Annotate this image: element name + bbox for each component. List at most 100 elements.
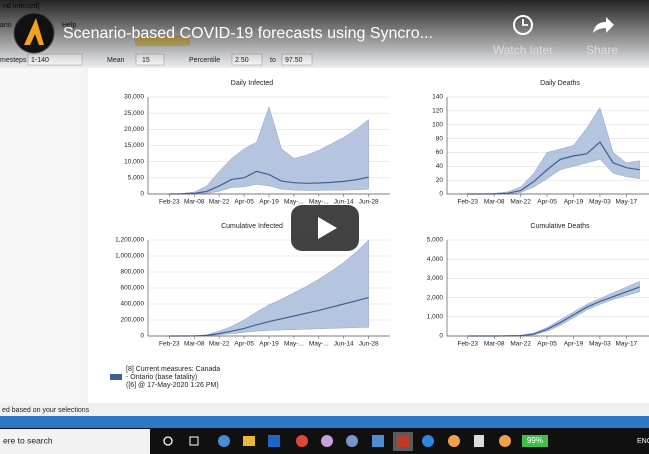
app-icon[interactable]	[397, 435, 409, 447]
video-overlay	[0, 0, 649, 68]
legend-text: - Ontario (base fatality)	[126, 374, 197, 381]
x-tick-label: May-17	[616, 341, 638, 348]
x-tick-label: Feb-23	[159, 341, 180, 348]
y-tick-label: 4,000	[427, 256, 444, 263]
axes	[147, 97, 390, 195]
legend-text: ([6] @ 17-May-2020 1:26 PM)	[126, 382, 219, 389]
cortana-icon[interactable]	[163, 436, 173, 446]
x-tick-label: Feb-23	[457, 199, 478, 206]
language[interactable]: ENG	[637, 438, 649, 445]
video-title[interactable]: Scenario-based COVID-19 forecasts using …	[63, 25, 433, 42]
x-tick-label: May-...	[284, 199, 304, 206]
y-tick-label: 200,000	[121, 317, 145, 324]
x-tick-label: Apr-19	[259, 341, 279, 348]
blue-strip	[0, 416, 649, 428]
x-tick-label: Apr-05	[234, 341, 254, 348]
y-tick-label: 60	[436, 149, 444, 156]
x-tick-label: Mar-22	[510, 341, 531, 348]
x-tick-label: Jun-14	[334, 341, 354, 348]
x-tick-label: Apr-19	[259, 199, 279, 206]
charts: Daily Infected 0 5,000 10,000 15,000 20,000 25…	[115, 80, 649, 348]
chart-title: Daily Deaths	[540, 80, 580, 87]
app-icon[interactable]	[218, 435, 230, 447]
x-tick-label: Apr-19	[564, 341, 584, 348]
app-icon[interactable]	[346, 435, 358, 447]
clock-hands	[522, 19, 528, 26]
x-tick-label: May-...	[309, 341, 329, 348]
y-tick-label: 1,200,000	[115, 237, 144, 244]
app-icon[interactable]	[321, 435, 333, 447]
app-icon[interactable]	[448, 435, 460, 447]
x-tick-label: Jun-28	[359, 341, 379, 348]
y-tick-label: 0	[439, 191, 443, 198]
axes	[147, 240, 390, 337]
status-text: ed based on your selections	[2, 407, 90, 414]
y-tick-label: 1,000,000	[115, 253, 144, 260]
app-icon[interactable]	[296, 435, 308, 447]
x-tick-label: Mar-22	[209, 199, 230, 206]
x-tick-label: Mar-08	[484, 341, 505, 348]
task-view-icon[interactable]	[189, 436, 199, 446]
y-tick-label: 20,000	[124, 126, 144, 133]
y-tick-label: 800,000	[121, 269, 145, 276]
share-label[interactable]: Share	[586, 43, 618, 57]
uncertainty-band	[467, 106, 640, 195]
x-tick-label: Mar-08	[484, 199, 505, 206]
battery-indicator[interactable]	[522, 435, 548, 447]
y-tick-label: 400,000	[121, 301, 145, 308]
y-tick-label: 1,000	[427, 314, 444, 321]
series-line	[169, 297, 369, 337]
y-tick-label: 0	[140, 333, 144, 340]
x-tick-label: Apr-19	[564, 199, 584, 206]
x-tick-label: Mar-08	[184, 341, 205, 348]
app-icon[interactable]	[499, 435, 511, 447]
axes	[446, 97, 649, 195]
x-tick-label: May-03	[589, 199, 611, 206]
axes	[446, 240, 649, 337]
app-icon[interactable]	[474, 435, 484, 447]
share-icon[interactable]	[593, 17, 614, 33]
side-panel	[0, 68, 80, 403]
y-tick-label: 5,000	[427, 237, 444, 244]
y-tick-label: 0	[439, 333, 443, 340]
app-icon[interactable]	[422, 435, 434, 447]
y-tick-label: 2,000	[427, 294, 444, 301]
x-tick-label: May-...	[284, 341, 304, 348]
y-tick-label: 120	[432, 108, 443, 115]
app-icon[interactable]	[372, 435, 384, 447]
app-icon[interactable]	[268, 435, 280, 447]
legend-swatch	[110, 374, 122, 380]
search-placeholder: ere to search	[3, 435, 53, 445]
chart-title: Daily Infected	[231, 80, 274, 87]
uncertainty-band	[169, 239, 369, 337]
channel-logo	[24, 18, 44, 45]
y-tick-label: 40	[436, 163, 444, 170]
x-tick-label: May-...	[309, 199, 329, 206]
y-tick-label: 600,000	[121, 285, 145, 292]
uncertainty-band	[169, 105, 369, 195]
watch-later-label[interactable]: Watch later	[493, 43, 553, 57]
app-icon[interactable]	[243, 436, 255, 446]
y-tick-label: 15,000	[124, 142, 144, 149]
y-tick-label: 30,000	[124, 94, 144, 101]
x-tick-label: Apr-05	[234, 199, 254, 206]
play-triangle	[318, 217, 337, 239]
status-bar	[0, 403, 649, 416]
x-tick-label: May-17	[616, 199, 638, 206]
x-tick-label: Jun-14	[334, 199, 354, 206]
y-tick-label: 20	[436, 177, 444, 184]
watch-later-icon[interactable]	[513, 15, 533, 35]
y-tick-label: 3,000	[427, 275, 444, 282]
search-box[interactable]	[0, 429, 150, 454]
y-tick-label: 10,000	[124, 158, 144, 165]
x-tick-label: Feb-23	[159, 199, 180, 206]
chart-title: Cumulative Infected	[221, 223, 283, 230]
x-tick-label: Mar-22	[209, 341, 230, 348]
x-tick-label: Feb-23	[457, 341, 478, 348]
battery-level: 99%	[527, 436, 543, 445]
chart-title: Cumulative Deaths	[530, 223, 590, 230]
legend-text: [8] Current measures: Canada	[126, 366, 220, 373]
x-tick-label: Mar-08	[184, 199, 205, 206]
x-tick-label: Apr-05	[537, 199, 557, 206]
